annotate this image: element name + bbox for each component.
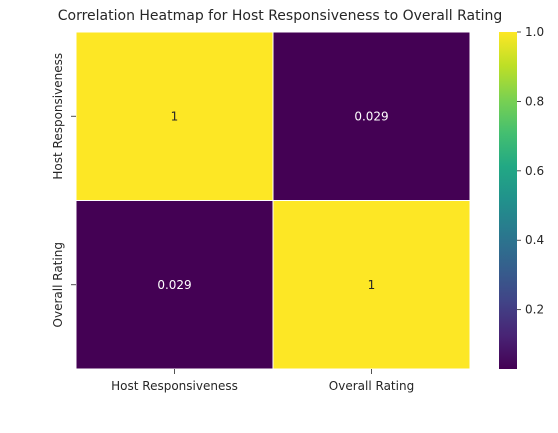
colorbar-tick-label-2: 0.6 (525, 164, 544, 178)
heatmap-cell-r1-c0 (75, 200, 274, 370)
x-tick-label-0: Host Responsiveness (111, 379, 238, 393)
colorbar: 0.2 0.4 0.6 0.8 1.0 (499, 25, 544, 369)
colorbar-ticks: 0.2 0.4 0.6 0.8 1.0 (517, 25, 544, 317)
colorbar-gradient (499, 32, 517, 369)
x-tick-label-1: Overall Rating (329, 379, 414, 393)
heatmap-annotations: 1 0.029 0.029 1 (157, 109, 388, 292)
colorbar-tick-label-0: 0.2 (525, 303, 544, 317)
colorbar-tick-label-3: 0.8 (525, 94, 544, 108)
heatmap-cells (75, 31, 471, 370)
heatmap-cell-r1-c1 (272, 200, 471, 370)
chart-title: Correlation Heatmap for Host Responsiven… (58, 8, 503, 24)
y-tick-label-0: Host Responsiveness (51, 53, 65, 180)
colorbar-tick-label-4: 1.0 (525, 25, 544, 39)
colorbar-tick-label-1: 0.4 (525, 233, 544, 247)
heatmap-annotation-r0-c1: 0.029 (354, 109, 388, 123)
y-axis: Host Responsiveness Overall Rating (51, 53, 76, 327)
x-axis: Host Responsiveness Overall Rating (111, 369, 414, 393)
heatmap-cell-r0-c0 (75, 31, 274, 201)
heatmap-cell-r0-c1 (272, 31, 471, 201)
y-tick-label-1: Overall Rating (51, 242, 65, 327)
heatmap-annotation-r0-c0: 1 (171, 109, 179, 123)
heatmap-annotation-r1-c1: 1 (368, 278, 376, 292)
heatmap-annotation-r1-c0: 0.029 (157, 278, 191, 292)
